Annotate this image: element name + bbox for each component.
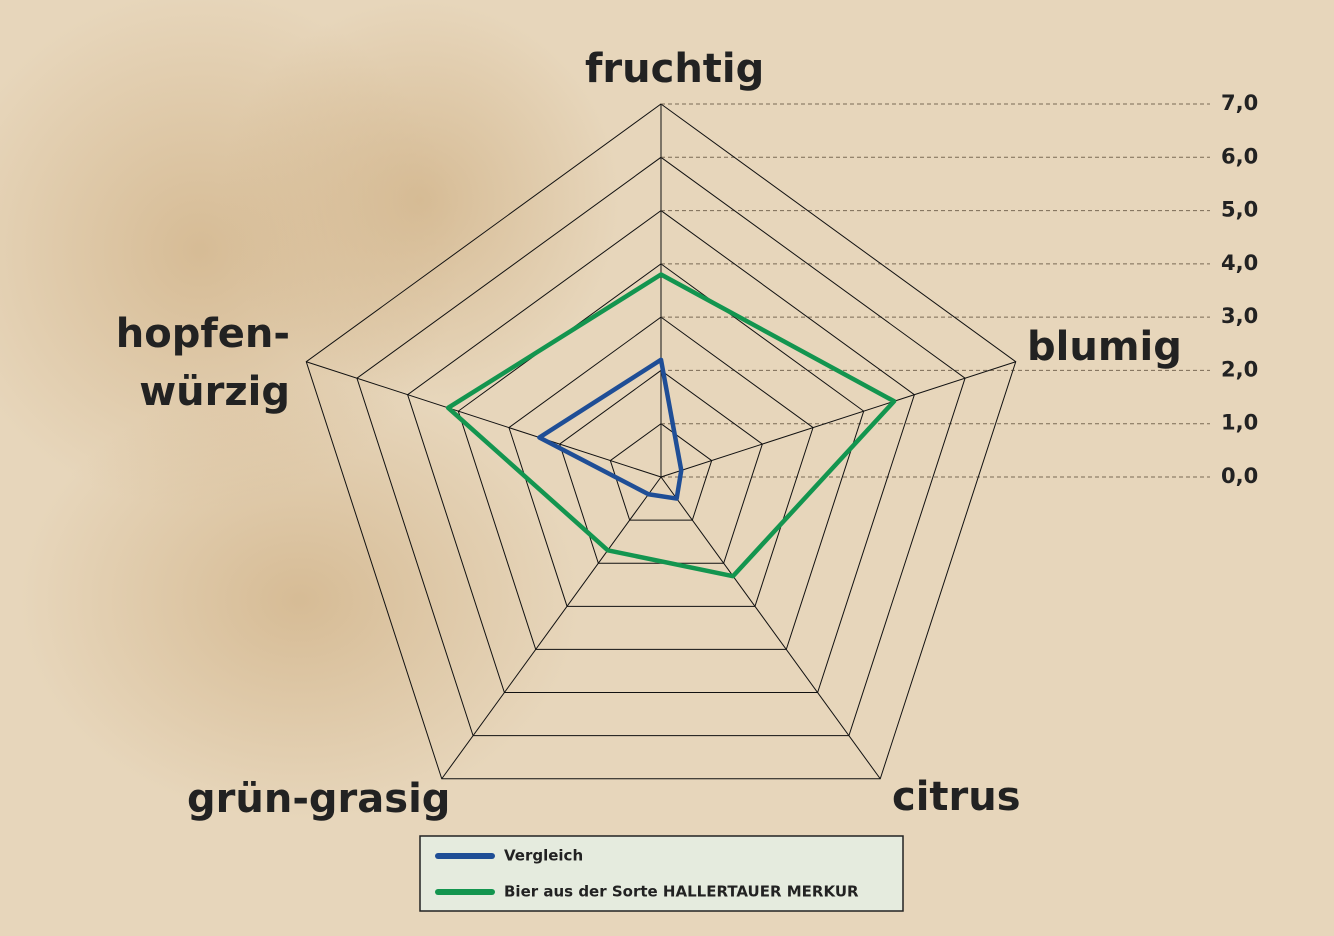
grid-ring xyxy=(609,423,713,521)
r-tick-label: 3,0 xyxy=(1221,304,1258,328)
spoke xyxy=(306,361,662,478)
r-tick-label: 2,0 xyxy=(1221,357,1258,381)
r-tick-label: 4,0 xyxy=(1221,251,1258,275)
r-tick-label: 0,0 xyxy=(1221,464,1258,488)
grid-ring xyxy=(457,263,865,650)
grid-ring xyxy=(356,156,966,737)
r-tick-label: 7,0 xyxy=(1221,91,1258,115)
axis-label: grün-grasig xyxy=(187,776,451,822)
r-tick-label: 1,0 xyxy=(1221,411,1258,435)
spoke xyxy=(660,476,881,780)
grid-ring xyxy=(305,103,1017,780)
legend-label: Bier aus der Sorte HALLERTAUER MERKUR xyxy=(504,883,859,901)
axis-label: citrus xyxy=(892,774,1021,820)
background-leaf xyxy=(20,380,580,820)
axis-label: hopfen- würzig xyxy=(115,311,290,415)
background-leaf xyxy=(220,0,620,400)
spoke xyxy=(660,361,1016,478)
legend-box xyxy=(419,835,904,912)
axis-label: fruchtig xyxy=(585,46,765,92)
grid-ring xyxy=(508,316,814,607)
grid-ring xyxy=(407,209,915,694)
r-tick-label: 5,0 xyxy=(1221,198,1258,222)
series-line xyxy=(445,272,897,579)
r-tick-label: 6,0 xyxy=(1221,144,1258,168)
legend-label: Vergleich xyxy=(504,847,583,865)
series-line xyxy=(537,357,684,501)
spoke xyxy=(441,476,662,780)
axis-label: blumig xyxy=(1027,324,1182,370)
